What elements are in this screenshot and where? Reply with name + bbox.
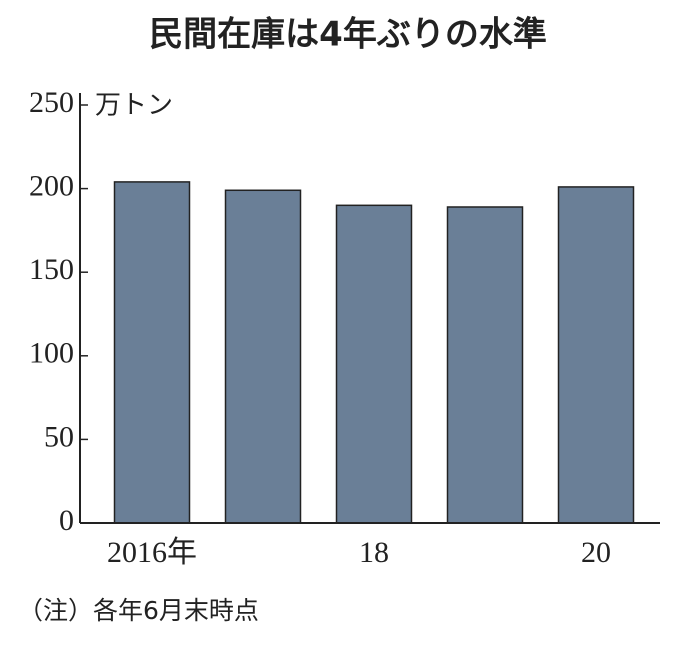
bar: [113, 181, 191, 524]
y-tick-label: 150: [29, 253, 74, 286]
y-axis-label: 万トン: [95, 91, 173, 121]
y-tick-label: 250: [29, 86, 74, 119]
bar: [335, 204, 413, 524]
x-tick-label: 2016年: [107, 536, 197, 569]
chart-title: 民間在庫は4年ぶりの水準: [149, 15, 547, 55]
bar: [557, 186, 635, 524]
x-tick-label: 18: [359, 536, 389, 569]
y-tick-label: 100: [29, 337, 74, 370]
note: （注）各年6月末時点: [18, 596, 259, 625]
y-tick-label: 200: [29, 169, 74, 202]
x-tick-label: 20: [581, 536, 611, 569]
y-tick-label: 0: [59, 504, 74, 537]
y-tick-label: 50: [44, 420, 74, 453]
bar: [446, 206, 524, 524]
bar: [224, 189, 302, 524]
